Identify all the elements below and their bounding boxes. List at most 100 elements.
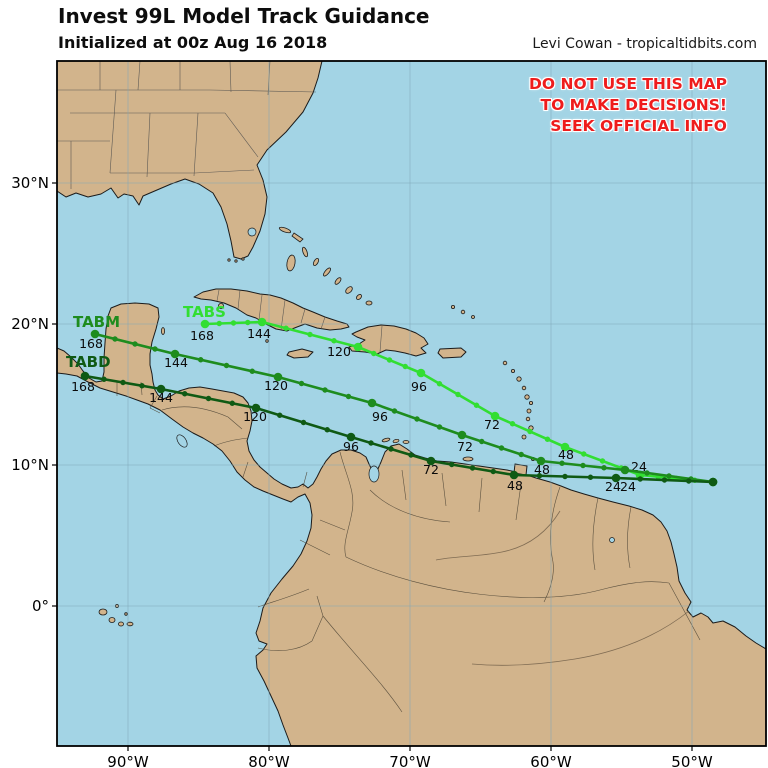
florida-keys xyxy=(234,259,238,263)
track-point-24h xyxy=(273,372,283,382)
aruba-curacao-bonaire xyxy=(402,440,410,444)
track-point-6h xyxy=(324,427,330,433)
lesser-antilles-island xyxy=(502,360,508,366)
track-point-6h xyxy=(371,350,377,357)
track-point-6h xyxy=(436,424,443,430)
aruba-curacao-bonaire xyxy=(381,437,391,443)
track-point-6h xyxy=(536,473,543,479)
axis-labels: 90°W 80°W 70°W 60°W 50°W 30°N 20°N 10°N 0° xyxy=(11,174,713,768)
forecast-hour-label: 144 xyxy=(164,355,188,370)
track-point-6h xyxy=(559,460,565,466)
track-point-6h xyxy=(388,446,394,452)
track-point-6h xyxy=(449,461,455,468)
track-point-6h xyxy=(331,338,337,344)
track-point-6h xyxy=(518,451,524,458)
longitude-label: 90°W xyxy=(107,753,149,768)
track-point-24h xyxy=(353,342,363,352)
longitude-label: 50°W xyxy=(671,753,713,768)
lesser-antilles-island xyxy=(521,385,527,391)
track-point-24h xyxy=(426,456,436,466)
landmasses xyxy=(57,61,766,746)
track-point-24h xyxy=(620,465,630,475)
forecast-hour-label: 24 xyxy=(605,479,621,494)
forecast-hour-label: 120 xyxy=(264,378,288,393)
forecast-hour-label: 48 xyxy=(507,478,523,493)
track-point-6h xyxy=(112,336,118,342)
forecast-hour-label: 48 xyxy=(558,447,574,462)
lesser-antilles-island xyxy=(524,394,530,400)
galapagos-island xyxy=(108,617,116,623)
track-point-24h xyxy=(156,384,166,394)
track-point-24h xyxy=(509,470,519,480)
track-point-6h xyxy=(490,468,496,475)
bahamas-island xyxy=(312,257,320,267)
track-point-24h xyxy=(416,368,426,378)
lesser-antilles-island xyxy=(529,400,534,405)
track-point-6h xyxy=(562,473,568,480)
land-puerto-rico xyxy=(437,347,467,359)
track-point-24h xyxy=(251,403,261,413)
track-point-6h xyxy=(644,470,650,476)
forecast-hour-label: 144 xyxy=(247,326,271,341)
forecast-hour-label: 120 xyxy=(243,409,267,424)
forecast-hour-label: 96 xyxy=(411,379,427,394)
land-cuba xyxy=(193,288,350,332)
track-point-6h xyxy=(152,346,158,352)
track-point-6h xyxy=(661,477,668,483)
lesser-antilles-island xyxy=(510,368,515,373)
track-point-6h xyxy=(322,387,328,393)
track-point-6h xyxy=(386,357,393,363)
model-name-label: TABS xyxy=(183,303,226,321)
galapagos-island xyxy=(126,621,134,627)
florida-keys xyxy=(241,257,245,261)
bahamas-island xyxy=(286,254,296,272)
margarita-island xyxy=(462,456,474,462)
forecast-hour-label: 72 xyxy=(423,462,439,477)
forecast-hour-label: 24 xyxy=(620,479,636,494)
track-point-24h xyxy=(611,473,621,483)
lakes xyxy=(176,227,615,543)
warning-text: DO NOT USE THIS MAP TO MAKE DECISIONS! S… xyxy=(529,74,727,137)
init-time-subtitle: Initialized at 00z Aug 16 2018 xyxy=(58,33,328,52)
track-point-24h xyxy=(346,432,356,442)
track-point-24h xyxy=(708,477,718,487)
cayman-island xyxy=(265,339,269,343)
guyana-lake xyxy=(609,537,615,543)
track-point-6h xyxy=(544,436,551,442)
track-point-6h xyxy=(402,363,408,370)
track-point-6h xyxy=(132,341,138,347)
track-point-6h xyxy=(249,368,255,374)
bahamas-island xyxy=(345,286,353,294)
track-point-6h xyxy=(101,376,107,382)
forecast-hour-label: 168 xyxy=(71,379,95,394)
latitude-label: 0° xyxy=(32,597,49,615)
bahamas-island xyxy=(334,277,342,285)
bahamas-island xyxy=(365,300,373,306)
lake-okeechobee xyxy=(247,227,257,237)
track-point-6h xyxy=(300,419,307,426)
track-point-6h xyxy=(436,381,443,387)
isla-juventud xyxy=(217,302,224,309)
track-point-6h xyxy=(120,379,126,386)
latitude-label: 10°N xyxy=(11,456,49,474)
track-point-24h xyxy=(90,329,100,339)
political-borders xyxy=(57,61,701,713)
track-point-24h xyxy=(560,442,570,452)
track-point-6h xyxy=(599,458,606,464)
track-point-6h xyxy=(601,465,607,471)
galapagos-island xyxy=(98,608,108,616)
track-point-6h xyxy=(277,412,283,418)
model-name-label: TABM xyxy=(73,313,120,331)
track-point-6h xyxy=(230,320,237,326)
track-point-6h xyxy=(414,416,420,422)
track-point-6h xyxy=(408,452,414,458)
track-point-6h xyxy=(469,465,476,471)
model-name-label: TABD xyxy=(66,353,111,371)
forecast-hour-label: 168 xyxy=(190,328,214,343)
forecast-hour-label: 48 xyxy=(534,462,550,477)
forecast-hour-label: 120 xyxy=(327,344,351,359)
lesser-antilles-island xyxy=(516,376,522,382)
track-point-6h xyxy=(509,421,516,427)
